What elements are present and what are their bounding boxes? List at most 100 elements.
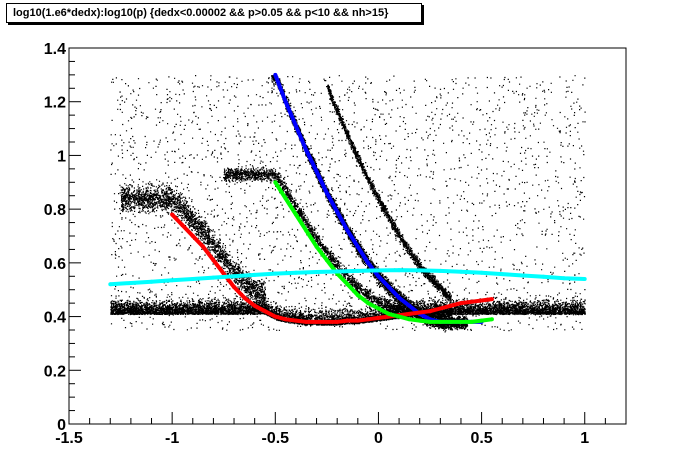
y-tick-label: 0.6 (44, 256, 66, 273)
series-point (211, 275, 216, 280)
series-point (324, 319, 329, 324)
series-point (335, 319, 340, 324)
chart-title: log10(1.e6*dedx):log10(p) {dedx<0.00002 … (13, 7, 389, 19)
series-point (469, 319, 474, 324)
series-point (201, 244, 206, 249)
series-point (273, 180, 278, 185)
axes: -1.5 -1 -0.5 0 0.5 1 0 0.2 0.4 0.6 0.8 1 1.2 1.4 (44, 41, 627, 447)
series-point (397, 314, 402, 319)
series-point (582, 277, 587, 281)
series-point (232, 274, 236, 279)
series-point (263, 309, 267, 314)
series-point (314, 169, 319, 174)
series-point (366, 260, 371, 265)
series-point (283, 196, 288, 201)
series-point (479, 318, 484, 323)
x-tick-label: 0.5 (470, 430, 492, 447)
series-point (459, 319, 463, 324)
series-point (355, 268, 360, 273)
x-tick-label: 0 (374, 430, 383, 447)
series-point (407, 311, 412, 316)
series-point (149, 279, 154, 284)
x-tick-label: 1 (580, 430, 589, 447)
plot-frame (68, 47, 627, 425)
series-point (407, 303, 412, 308)
series-point (562, 276, 567, 281)
series-point (252, 272, 257, 277)
series-point (314, 244, 319, 249)
scatter-points (110, 74, 586, 333)
series-point (520, 273, 525, 278)
x-tick-label: -1 (165, 430, 179, 447)
series-point (386, 311, 391, 316)
series-point (293, 318, 298, 323)
scatter-cloud (110, 74, 586, 333)
series-point (304, 148, 309, 153)
series-point (232, 285, 236, 289)
series-point (128, 281, 133, 285)
series-point (479, 270, 484, 275)
series-point (304, 228, 309, 233)
series-point (376, 315, 381, 320)
series-point (355, 318, 360, 323)
series-point (293, 123, 298, 128)
series-point (335, 269, 340, 274)
series-line (110, 268, 585, 287)
series-point (170, 212, 175, 217)
series-point (273, 271, 278, 276)
series-point (479, 298, 484, 303)
series-point (448, 319, 453, 324)
y-tick-label: 0.4 (44, 310, 66, 327)
series-point (438, 268, 443, 273)
series-point (366, 317, 371, 322)
series-point (273, 72, 278, 77)
series-point (407, 317, 412, 322)
series-point (428, 319, 432, 324)
title-box: log10(1.e6*dedx):log10(p) {dedx<0.00002 … (6, 3, 422, 23)
series-point (180, 223, 185, 228)
series-point (324, 258, 329, 263)
series-point (397, 268, 402, 273)
series-point (335, 209, 340, 214)
series-point (170, 278, 175, 283)
series-point (459, 301, 463, 306)
series-point (376, 274, 381, 279)
series-point (376, 306, 381, 311)
y-tick-label: 0.8 (44, 202, 66, 219)
series-point (376, 268, 381, 273)
series-point (242, 295, 247, 300)
series-point (355, 244, 360, 249)
series-line (273, 181, 493, 324)
series-point (438, 319, 443, 324)
series-point (283, 317, 288, 322)
series-point (252, 303, 257, 308)
series-point (108, 282, 113, 287)
series-point (386, 285, 391, 289)
series-point (190, 277, 195, 281)
series-point (397, 295, 402, 300)
series-point (428, 309, 432, 314)
y-tick-label: 1 (57, 148, 66, 165)
series-point (314, 270, 319, 274)
series-point (293, 270, 298, 275)
series-point (417, 310, 422, 315)
series-point (438, 306, 443, 311)
series-point (190, 234, 195, 238)
series-point (417, 268, 422, 273)
series-point (469, 299, 474, 304)
series-point (273, 314, 278, 319)
x-tick-label: -1.5 (55, 430, 83, 447)
series-layer (108, 72, 587, 324)
series-3 (108, 268, 587, 287)
series-point (304, 319, 309, 324)
series-point (345, 282, 350, 287)
series-2 (273, 180, 494, 324)
series-point (489, 297, 494, 302)
series-point (293, 212, 298, 217)
y-tick-label: 0 (57, 417, 66, 434)
series-point (324, 191, 329, 195)
series-point (541, 274, 546, 279)
series-point (314, 319, 319, 324)
series-point (345, 228, 350, 233)
